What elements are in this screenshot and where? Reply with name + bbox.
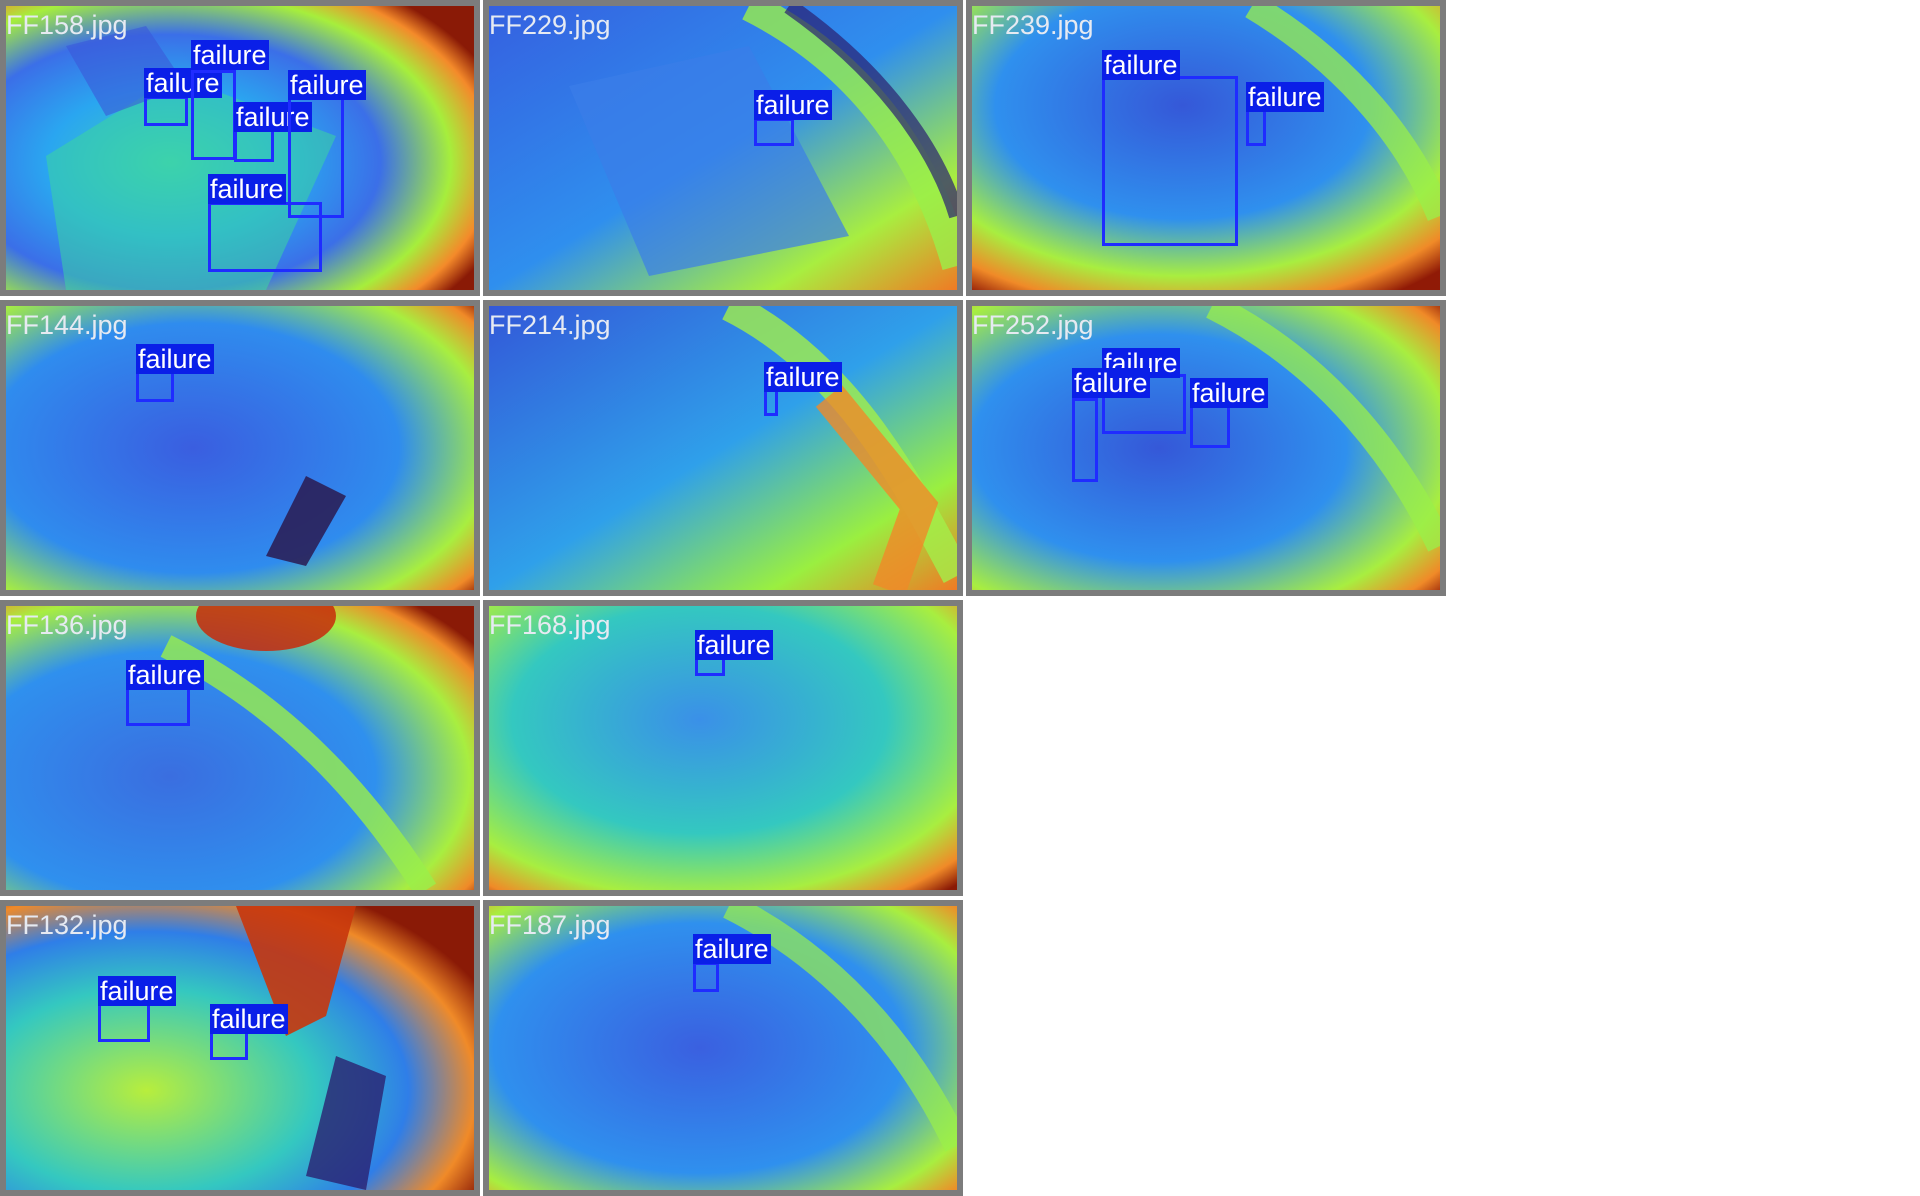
file-name: FF252.jpg [972, 310, 1094, 340]
image-tile[interactable]: FF132.jpg failure failure [0, 900, 480, 1196]
detection-label: failure [1190, 378, 1268, 408]
image-tile[interactable]: FF144.jpg failure [0, 300, 480, 596]
file-name: FF239.jpg [972, 10, 1094, 40]
detection-label: failure [1246, 82, 1324, 112]
detection-box[interactable] [191, 70, 236, 160]
file-name: FF158.jpg [6, 10, 128, 40]
depth-map-image [6, 906, 474, 1190]
detection-label: failure [144, 68, 222, 98]
depth-map-image [6, 606, 474, 890]
detection-label: failure [695, 630, 773, 660]
depth-map-image [972, 306, 1440, 590]
detection-box[interactable] [1072, 398, 1098, 482]
image-tile[interactable]: FF239.jpg failure failure [966, 0, 1446, 296]
image-tile[interactable]: FF229.jpg failure [483, 0, 963, 296]
detection-label: failure [234, 102, 312, 132]
detection-box[interactable] [1190, 402, 1230, 448]
file-name: FF187.jpg [489, 910, 611, 940]
file-name: FF144.jpg [6, 310, 128, 340]
detection-label: failure [764, 362, 842, 392]
file-name: FF132.jpg [6, 910, 128, 940]
detection-box[interactable] [208, 202, 322, 272]
image-tile[interactable]: FF136.jpg failure [0, 600, 480, 896]
detection-label: failure [754, 90, 832, 120]
depth-map-image [489, 6, 957, 290]
detection-label: failure [693, 934, 771, 964]
detection-box[interactable] [1246, 108, 1266, 146]
detection-label: failure [288, 70, 366, 100]
detection-label: failure [98, 976, 176, 1006]
detection-label: failure [136, 344, 214, 374]
detection-label: failure [1102, 50, 1180, 80]
detection-label: failure [191, 40, 269, 70]
detection-label: failure [126, 660, 204, 690]
detection-box[interactable] [288, 96, 344, 218]
detection-box[interactable] [144, 96, 188, 126]
detection-box[interactable] [136, 370, 174, 402]
image-tile[interactable]: FF187.jpg failure [483, 900, 963, 1196]
file-name: FF136.jpg [6, 610, 128, 640]
detection-label: failure [210, 1004, 288, 1034]
depth-map-image [6, 306, 474, 590]
file-name: FF214.jpg [489, 310, 611, 340]
file-name: FF168.jpg [489, 610, 611, 640]
image-tile[interactable]: FF168.jpg failure [483, 600, 963, 896]
depth-map-image [972, 6, 1440, 290]
image-tile[interactable]: FF252.jpg failure failure failure [966, 300, 1446, 596]
image-tile[interactable]: FF214.jpg failure [483, 300, 963, 596]
image-tile[interactable]: FF158.jpg failure failure failure failur… [0, 0, 480, 296]
detection-box[interactable] [693, 962, 719, 992]
detection-label: failure [208, 174, 286, 204]
detection-box[interactable] [126, 686, 190, 726]
detection-label: failure [1072, 368, 1150, 398]
file-name: FF229.jpg [489, 10, 611, 40]
depth-map-image [489, 306, 957, 590]
detection-box[interactable] [1102, 76, 1238, 246]
detection-box[interactable] [210, 1030, 248, 1060]
detection-box[interactable] [754, 118, 794, 146]
detection-box[interactable] [98, 1002, 150, 1042]
